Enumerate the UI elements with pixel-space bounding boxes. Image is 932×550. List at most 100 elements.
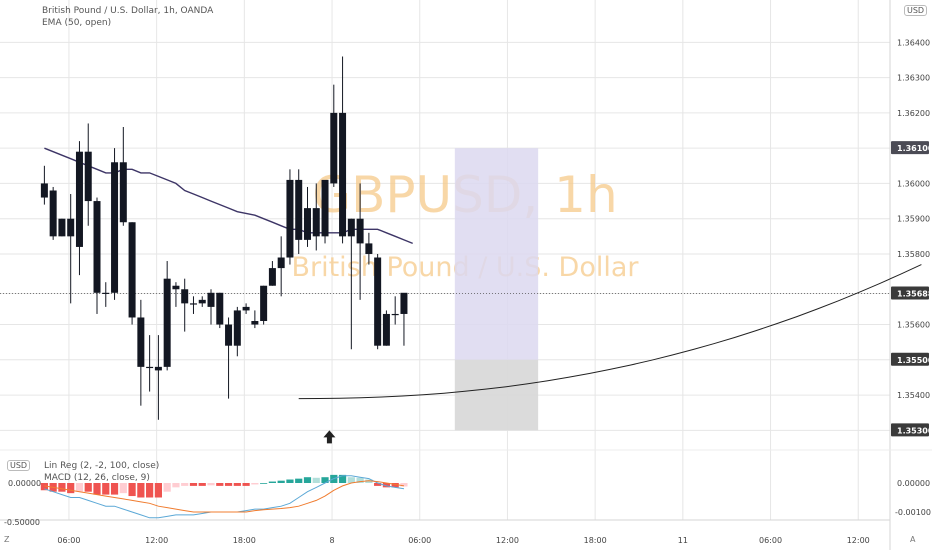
candle-body <box>146 366 154 369</box>
candle-body <box>102 292 110 294</box>
candle-body <box>172 285 180 290</box>
macd-histogram-bar <box>216 483 224 486</box>
candle-body <box>181 289 189 304</box>
candle-body <box>321 179 329 237</box>
macd-histogram-bar <box>207 483 215 486</box>
macd-histogram-bar <box>110 483 119 495</box>
macd-histogram-bar <box>391 483 399 488</box>
price-label-badge <box>891 286 929 300</box>
macd-histogram-bar <box>295 478 303 483</box>
candle-body <box>365 243 373 254</box>
linreg-indicator-label[interactable]: Lin Reg (2, -2, 100, close) <box>44 461 160 471</box>
macd-histogram-bar <box>146 483 154 498</box>
macd-histogram-bar <box>286 479 294 483</box>
candle-body <box>268 268 276 286</box>
candle-body <box>119 162 127 223</box>
macd-histogram-bar <box>58 483 66 492</box>
candle-body <box>251 321 259 325</box>
candle-body <box>400 292 408 314</box>
candle-body <box>347 218 355 237</box>
candle-body <box>242 306 250 311</box>
price-label-text: 1.35500 <box>897 356 932 365</box>
macd-histogram-bar <box>233 483 241 486</box>
candle-body <box>75 151 83 247</box>
candle-body <box>312 208 320 237</box>
macd-histogram-bar <box>321 477 329 483</box>
macd-histogram-bar <box>260 483 268 484</box>
candle-body <box>84 151 92 202</box>
macd-histogram-bar <box>268 481 277 483</box>
time-axis: 06:00 12:00 18:00 8 06:00 12:00 18:00 11 06:00 12… <box>57 536 869 545</box>
candle-body <box>111 162 119 293</box>
candle-body <box>128 222 136 318</box>
candle-body <box>277 257 285 269</box>
linreg-tick-label: -0.50000 <box>4 518 40 527</box>
candles <box>40 56 408 420</box>
stop-zone <box>454 359 539 431</box>
candle-body <box>154 366 162 371</box>
candle-body <box>260 285 268 322</box>
time-tick-label: 06:00 <box>408 536 431 545</box>
macd-histogram-bar <box>224 483 233 486</box>
linreg-tick-label: 0.00000 <box>8 479 41 488</box>
macd-histogram-bar <box>303 477 312 483</box>
candle-body <box>189 303 197 305</box>
price-label-badge <box>891 423 929 437</box>
candle-body <box>391 313 399 316</box>
auto-scale-toggle[interactable]: A <box>910 535 916 544</box>
price-label-badge <box>891 352 929 366</box>
time-tick-label: 06:00 <box>759 536 782 545</box>
candle-body <box>163 278 171 367</box>
time-tick-label: 06:00 <box>57 536 80 545</box>
candle-body <box>67 218 75 237</box>
timezone-toggle[interactable]: Z <box>4 535 10 544</box>
ema-indicator-label[interactable]: EMA (50, open) <box>42 18 112 28</box>
price-label-badge <box>891 141 929 155</box>
macd-histogram-bar <box>198 483 206 486</box>
time-tick-label: 18:00 <box>233 536 256 545</box>
macd-histogram-bar <box>312 477 320 483</box>
macd-histogram-bar <box>365 479 373 483</box>
candle-body <box>137 317 145 367</box>
price-tick-label: 1.36200 <box>897 109 930 118</box>
macd-indicator-label[interactable]: MACD (12, 26, close, 9) <box>44 473 150 483</box>
price-label-text: 1.35300 <box>897 426 932 435</box>
macd-tick-label: 0.00000 <box>897 479 930 488</box>
price-label-text: 1.36100 <box>897 144 932 153</box>
macd-histogram-bar <box>93 483 101 495</box>
macd-histogram-bar <box>163 483 171 492</box>
candle-body <box>339 112 347 237</box>
macd-histogram-bar <box>181 483 189 486</box>
candle-body <box>225 324 233 346</box>
candle-body <box>93 201 101 293</box>
currency-badge[interactable]: USD <box>904 5 928 16</box>
price-tick-label: 1.35800 <box>897 250 930 259</box>
macd-histogram-bar <box>242 483 250 486</box>
candle-body <box>49 190 57 237</box>
time-tick-label: 12:00 <box>145 536 168 545</box>
time-tick-label: 12:00 <box>847 536 870 545</box>
macd-histogram-bar <box>154 483 162 498</box>
candle-body <box>295 179 303 240</box>
candle-body <box>216 292 224 325</box>
target-zone <box>454 148 539 360</box>
macd-histogram-bar <box>189 483 198 486</box>
macd-histogram-bar <box>338 474 347 483</box>
symbol-title: British Pound / U.S. Dollar, 1h, OANDA <box>42 6 214 16</box>
time-tick-label: 11 <box>678 536 688 545</box>
candle-body <box>330 112 338 184</box>
candle-body <box>356 218 364 244</box>
candle-body <box>374 257 382 346</box>
macd-histogram-bar <box>137 483 145 498</box>
macd-histogram-bar <box>347 477 355 483</box>
indicator-currency-badge[interactable]: USD <box>7 460 31 471</box>
macd-histogram-bar <box>75 483 84 492</box>
time-tick-label: 18:00 <box>584 536 607 545</box>
macd-histogram-bar <box>102 483 110 495</box>
macd-histogram-bar <box>400 483 408 487</box>
time-tick-label: 8 <box>329 536 334 545</box>
macd-histogram-bar <box>84 483 92 492</box>
regression-curve <box>298 264 922 400</box>
macd-histogram-bar <box>382 483 391 488</box>
